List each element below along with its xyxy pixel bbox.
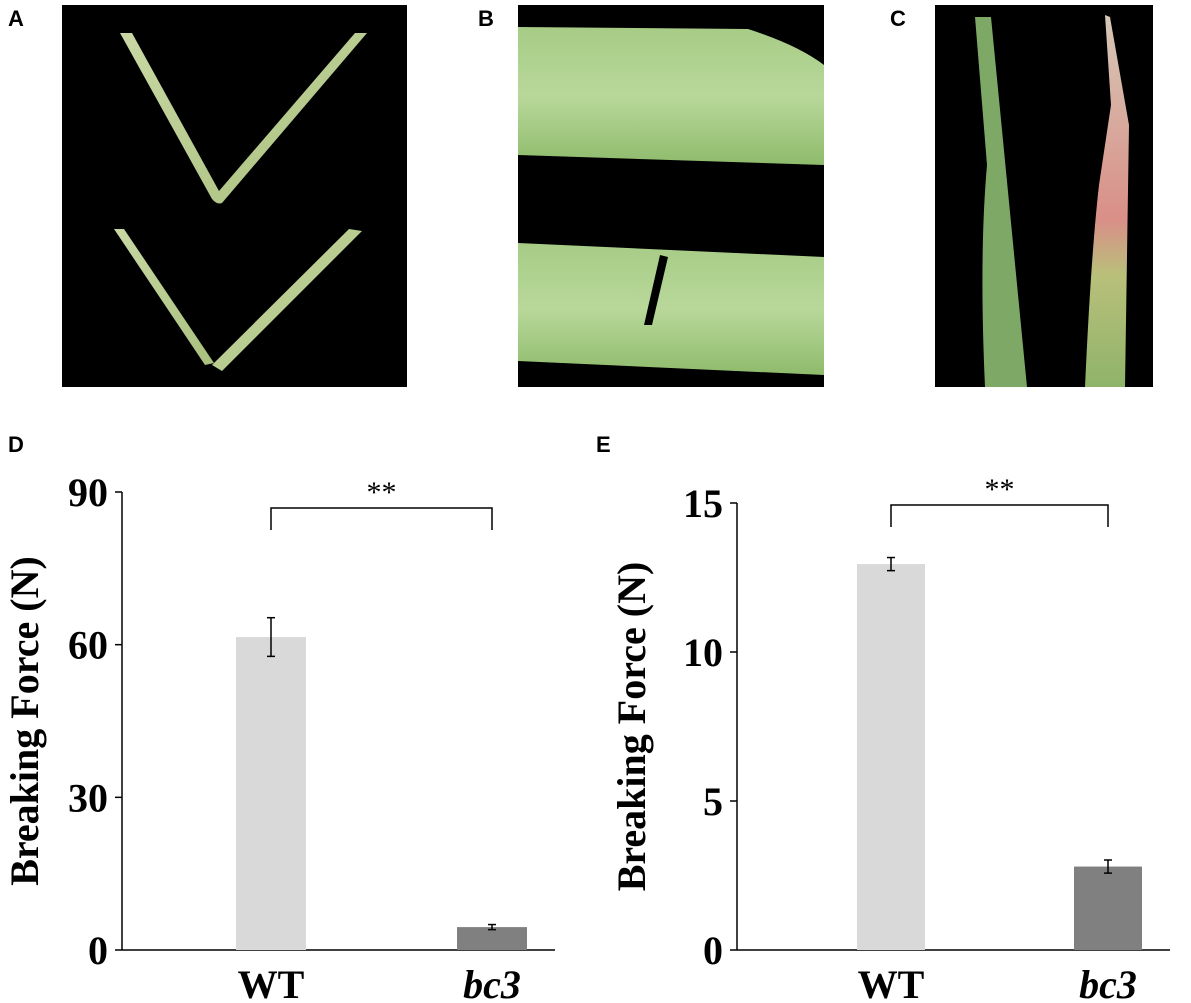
y-tick-label: 60 bbox=[68, 623, 108, 668]
x-tick-label-wt: WT bbox=[238, 962, 305, 1003]
chart-d: Breaking Force (N) 0 30 60 90 WT bc3 ** bbox=[0, 470, 560, 1003]
chart-e: Breaking Force (N) 0 5 10 15 WT bc3 ** bbox=[615, 470, 1175, 1003]
y-tick-label: 90 bbox=[68, 470, 108, 515]
panel-label-c: C bbox=[890, 6, 906, 31]
y-tick-label: 10 bbox=[683, 630, 723, 675]
significance-label: ** bbox=[985, 473, 1015, 506]
bar-wt bbox=[857, 564, 925, 950]
y-tick-label: 0 bbox=[88, 928, 108, 973]
x-tick-label-bc3: bc3 bbox=[1079, 962, 1137, 1003]
panel-label-a: A bbox=[8, 6, 24, 31]
bar-wt bbox=[236, 637, 306, 950]
significance-bracket bbox=[270, 507, 493, 530]
y-tick-label: 15 bbox=[683, 481, 723, 526]
bar-bc3 bbox=[457, 927, 527, 950]
panel-label-d: D bbox=[8, 432, 24, 457]
y-tick-label: 0 bbox=[703, 928, 723, 973]
bar-bc3 bbox=[1074, 866, 1142, 950]
photo-bent-leaves bbox=[62, 5, 407, 387]
significance-label: ** bbox=[367, 476, 397, 509]
panel-label-b: B bbox=[478, 6, 494, 31]
significance-bracket bbox=[890, 504, 1109, 527]
y-axis-label: Breaking Force (N) bbox=[615, 562, 654, 892]
y-tick-label: 5 bbox=[703, 779, 723, 824]
photo-whole-leaves bbox=[935, 5, 1153, 387]
y-tick-label: 30 bbox=[68, 775, 108, 820]
panel-label-e: E bbox=[596, 432, 611, 457]
x-tick-label-bc3: bc3 bbox=[463, 962, 521, 1003]
chart-d-svg: Breaking Force (N) 0 30 60 90 WT bc3 ** bbox=[2, 470, 555, 1003]
chart-e-svg: Breaking Force (N) 0 5 10 15 WT bc3 ** bbox=[615, 473, 1170, 1003]
photo-leaf-break bbox=[518, 5, 824, 387]
x-tick-label-wt: WT bbox=[858, 962, 925, 1003]
y-axis-label: Breaking Force (N) bbox=[2, 556, 47, 886]
